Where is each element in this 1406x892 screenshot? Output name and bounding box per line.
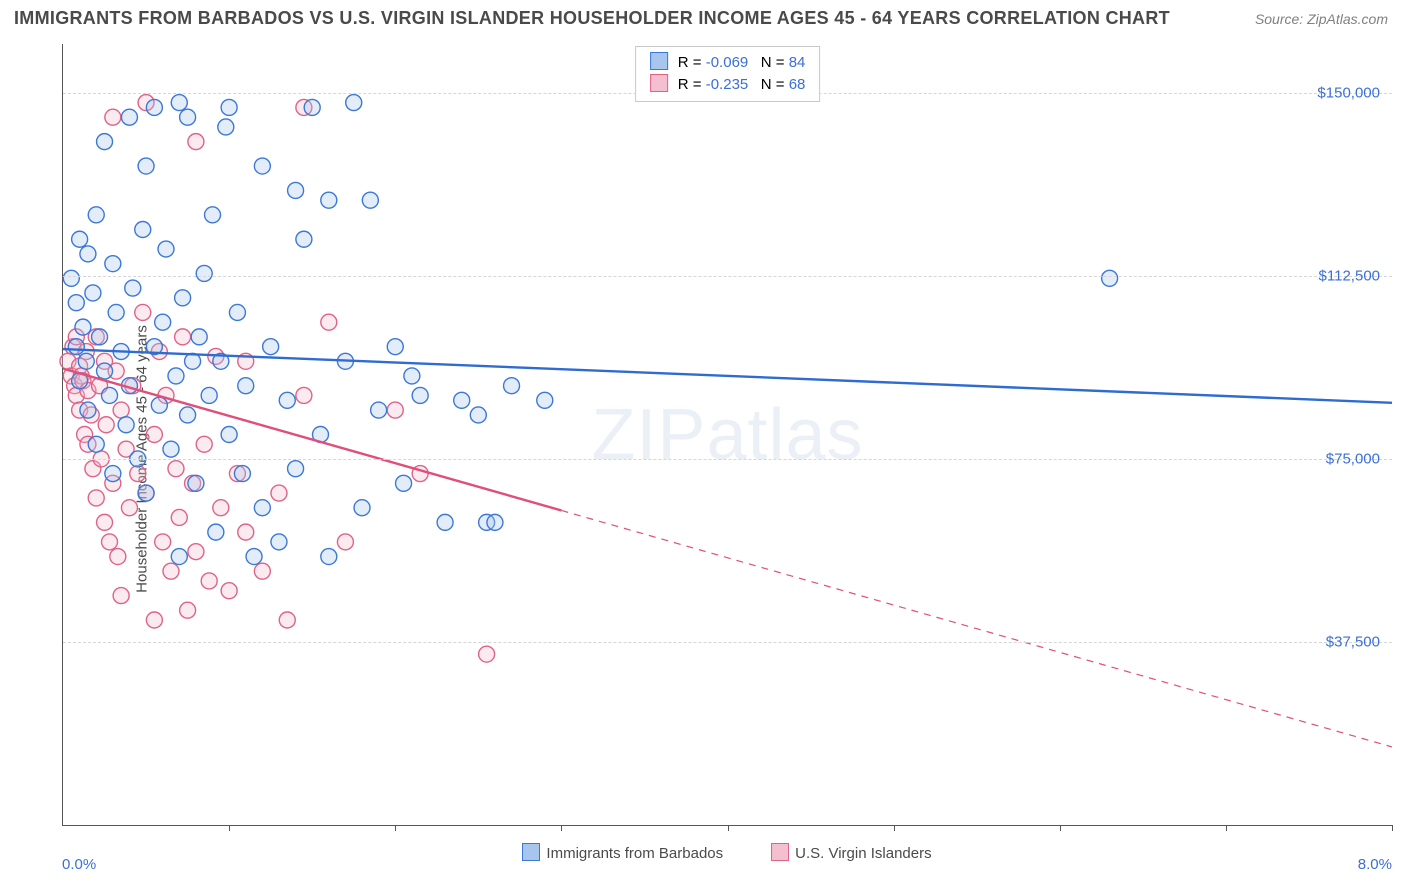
swatch-usvi-icon [771,843,789,861]
n-value-barbados: 84 [789,54,806,71]
y-tick-label: $75,000 [1326,450,1380,467]
swatch-barbados-icon [650,52,668,70]
correlation-stats-box: R = -0.069 N = 84 R = -0.235 N = 68 [635,46,821,102]
legend-item-barbados: Immigrants from Barbados [522,843,723,862]
bottom-legend: Immigrants from Barbados U.S. Virgin Isl… [62,843,1392,862]
chart-container: Householder Income Ages 45 - 64 years ZI… [14,44,1392,874]
source-citation: Source: ZipAtlas.com [1255,11,1388,27]
swatch-barbados-icon [522,843,540,861]
scatter-svg [63,44,1392,825]
r-value-usvi: -0.235 [706,76,749,93]
y-tick-label: $37,500 [1326,633,1380,650]
r-value-barbados: -0.069 [706,54,749,71]
swatch-usvi-icon [650,74,668,92]
legend-item-usvi: U.S. Virgin Islanders [771,843,931,862]
n-value-usvi: 68 [789,76,806,93]
plot-area: ZIPatlas R = -0.069 N = 84 R = -0.235 N … [62,44,1392,826]
chart-title: IMMIGRANTS FROM BARBADOS VS U.S. VIRGIN … [14,8,1170,29]
y-tick-label: $150,000 [1317,84,1380,101]
y-tick-label: $112,500 [1319,267,1380,284]
